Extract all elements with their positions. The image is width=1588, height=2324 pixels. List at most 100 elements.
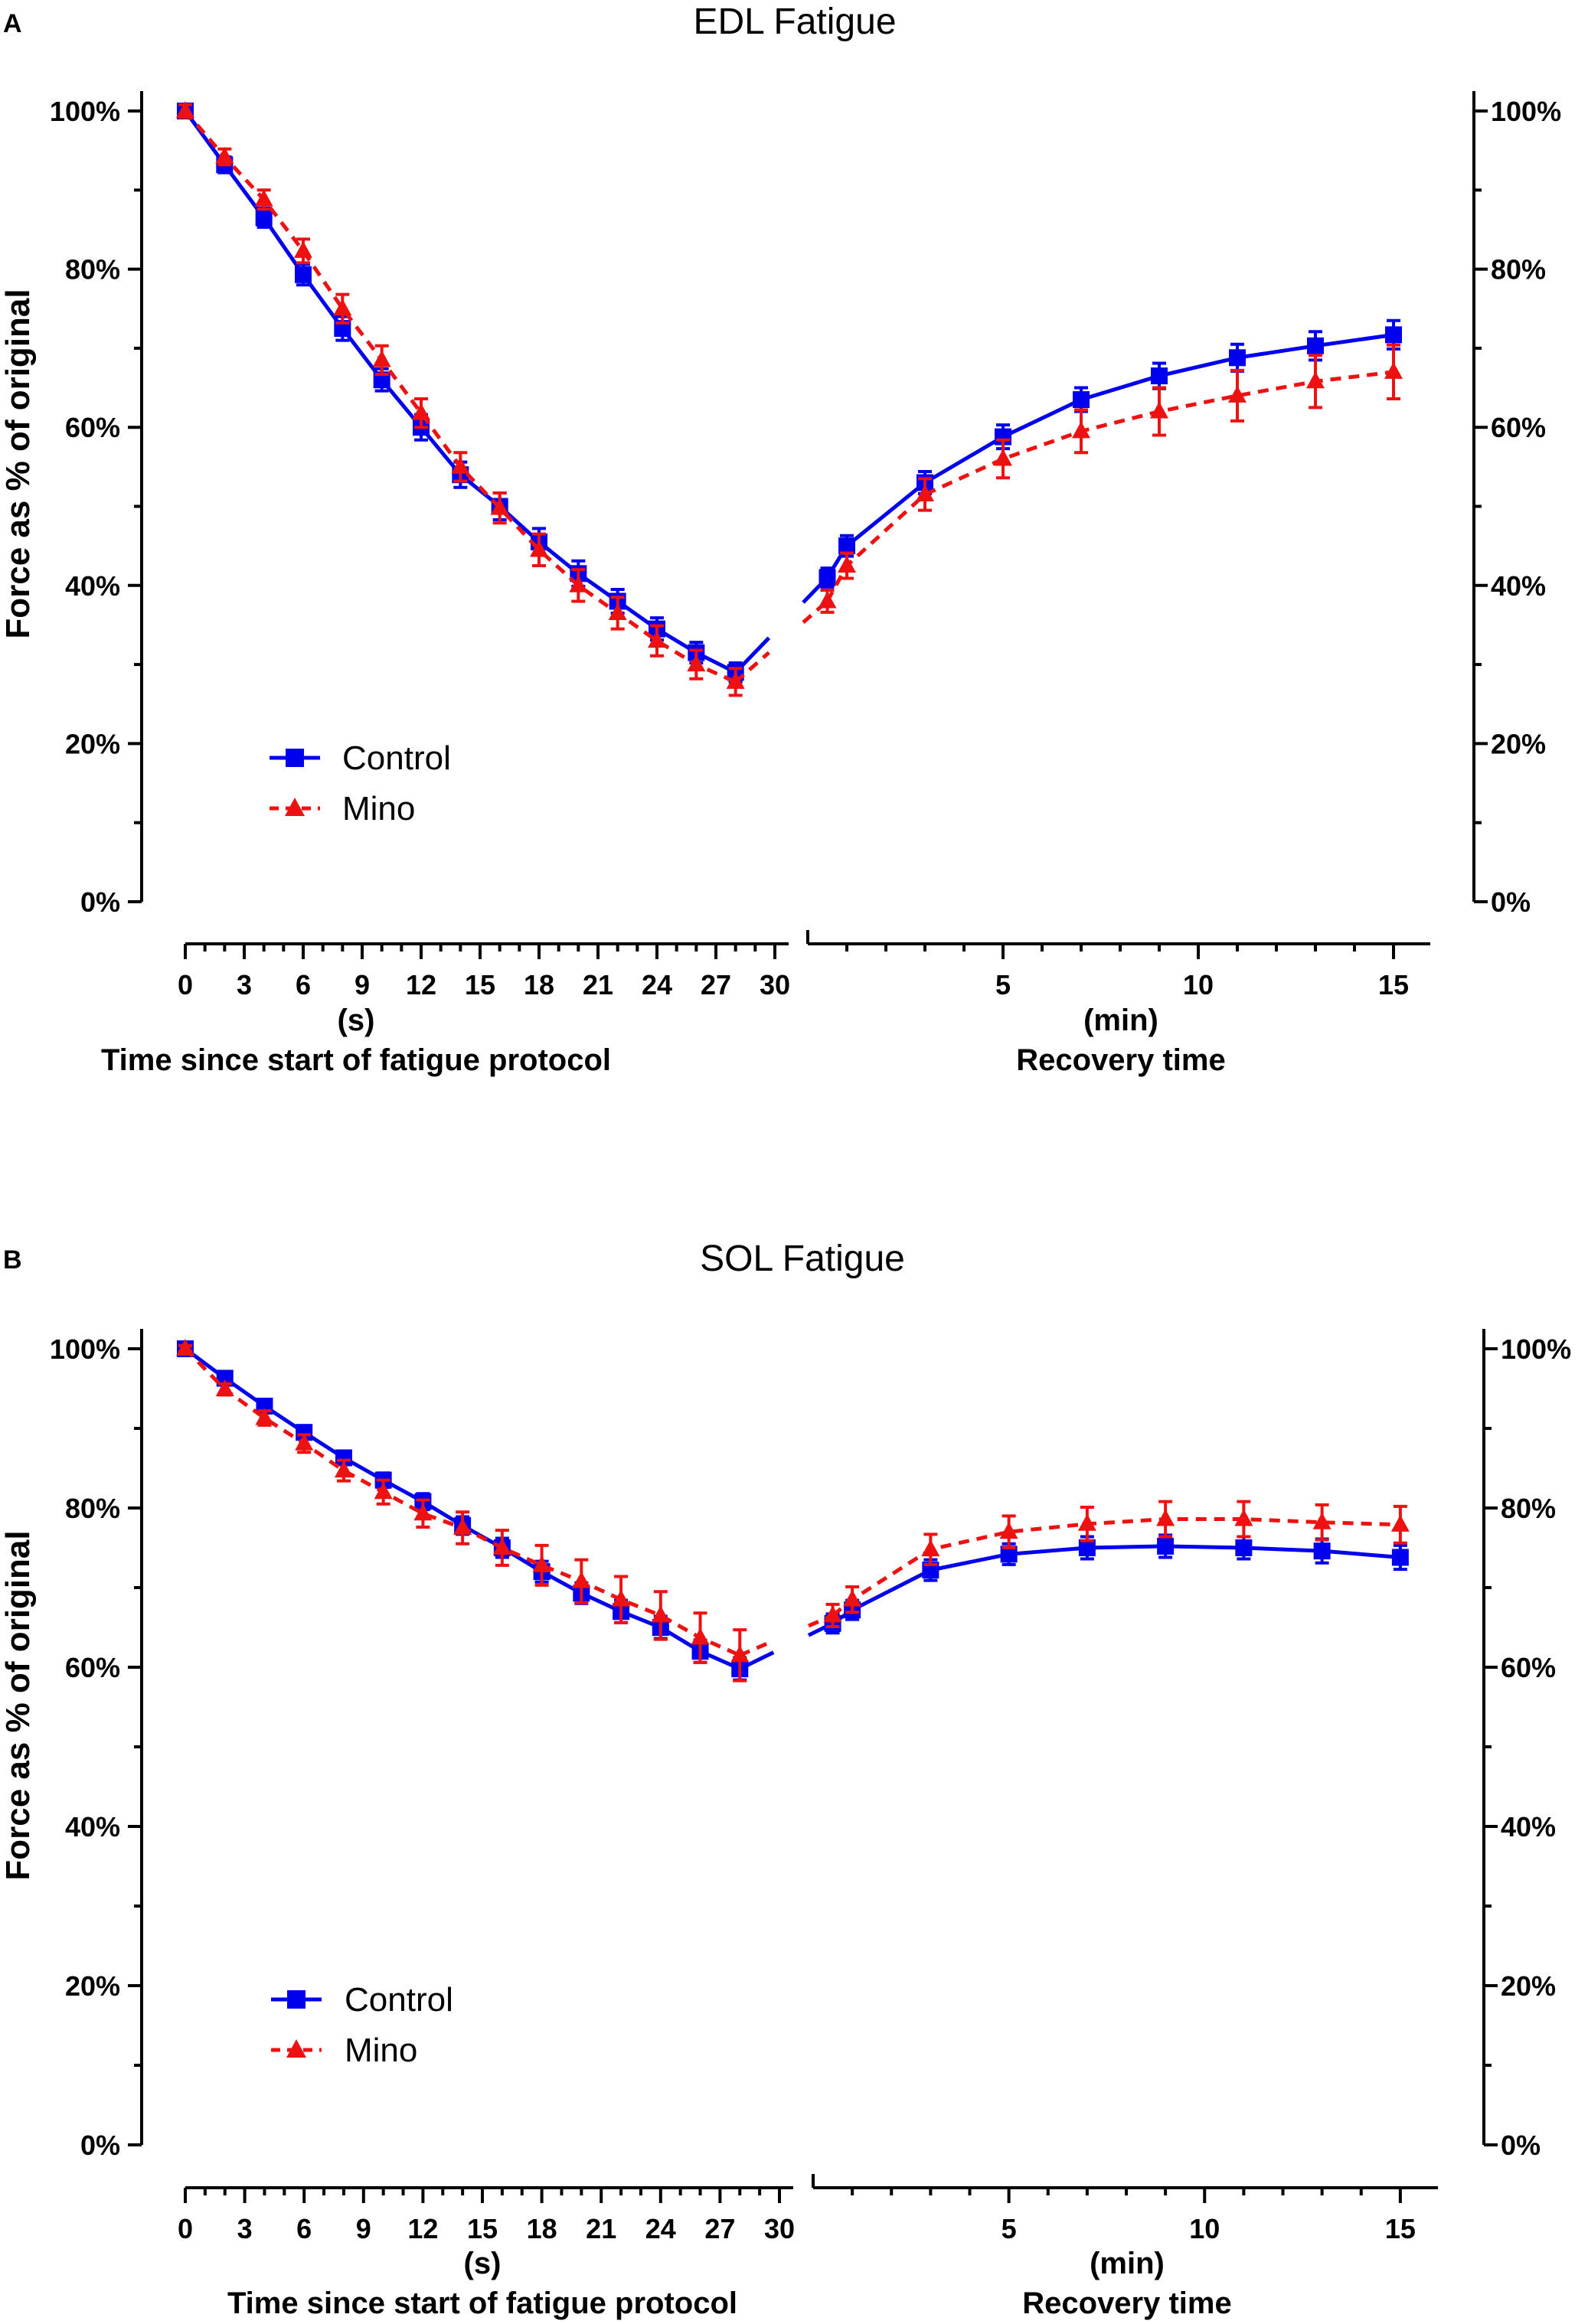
mino-data-point-fatigue bbox=[333, 299, 352, 316]
mino-data-point-fatigue bbox=[492, 1538, 511, 1555]
mino-data-point-fatigue bbox=[687, 654, 706, 672]
panel-b: B SOL Fatigue Force as % of original 0% 2… bbox=[0, 1239, 1571, 2320]
fatigue-axis-label: Time since start of fatigue protocol bbox=[101, 1043, 611, 1077]
mino-data-point-fatigue bbox=[612, 1589, 631, 1607]
mino-data-point-recovery bbox=[1077, 1513, 1096, 1531]
legend: Control Mino bbox=[270, 739, 451, 827]
mino-fatigue-line bbox=[184, 109, 737, 684]
series-layer bbox=[176, 101, 1403, 697]
mino-data-point-fatigue bbox=[176, 101, 194, 118]
x-tick-label-fatigue: 6 bbox=[296, 969, 311, 1000]
control-data-point-recovery bbox=[1313, 1542, 1331, 1560]
y-tick-label-right: 60% bbox=[1501, 1652, 1556, 1683]
legend-control-label: Control bbox=[342, 739, 451, 777]
x-axis-recovery: 5 10 15 bbox=[806, 930, 1430, 1000]
y-tick-label-right: 80% bbox=[1501, 1493, 1556, 1524]
mino-data-point-recovery bbox=[1384, 361, 1403, 379]
mino-data-point-fatigue bbox=[372, 350, 391, 367]
y-tick-label-right: 40% bbox=[1501, 1811, 1556, 1843]
control-data-point-recovery bbox=[1235, 1539, 1253, 1556]
y-tick-label-right: 20% bbox=[1501, 1970, 1556, 2002]
mino-data-point-fatigue bbox=[413, 1503, 433, 1521]
control-data-point-recovery bbox=[1151, 367, 1168, 385]
x-tick-label-recovery: 5 bbox=[1001, 2213, 1017, 2244]
mino-data-point-fatigue bbox=[530, 540, 548, 557]
y-tick-label-left: 20% bbox=[65, 1970, 120, 2002]
fatigue-unit-label: (s) bbox=[464, 2247, 502, 2280]
mino-data-point-recovery bbox=[838, 555, 856, 573]
control-data-point-recovery bbox=[819, 569, 836, 586]
mino-data-point-fatigue bbox=[532, 1555, 551, 1572]
control-data-point-fatigue bbox=[335, 1449, 352, 1467]
mino-data-point-fatigue bbox=[215, 1379, 234, 1397]
mino-gap-connector bbox=[739, 1639, 775, 1657]
x-tick-label-fatigue: 18 bbox=[527, 2213, 557, 2244]
mino-data-point-fatigue bbox=[215, 146, 234, 164]
x-tick-label-fatigue: 0 bbox=[178, 2213, 193, 2244]
mino-data-point-fatigue bbox=[374, 1482, 393, 1500]
x-tick-label-fatigue: 9 bbox=[356, 2213, 371, 2244]
mino-data-point-recovery bbox=[818, 591, 837, 609]
mino-recovery-line bbox=[831, 1517, 1400, 1617]
control-data-point-recovery bbox=[1000, 1546, 1018, 1563]
chart-title: EDL Fatigue bbox=[693, 2, 896, 42]
x-tick-label-fatigue: 24 bbox=[642, 969, 672, 1000]
mino-data-point-fatigue bbox=[651, 1605, 670, 1623]
mino-data-point-recovery bbox=[921, 1539, 940, 1557]
mino-data-point-recovery bbox=[1156, 1509, 1175, 1526]
mino-data-point-fatigue bbox=[254, 189, 273, 207]
x-tick-label-fatigue: 15 bbox=[467, 2213, 498, 2244]
y-tick-label-right: 80% bbox=[1491, 254, 1546, 286]
x-tick-label-fatigue: 3 bbox=[237, 969, 252, 1000]
y-axis-right: 0% 20% 40% 60% 80% 100% bbox=[1472, 91, 1561, 918]
mino-data-point-fatigue bbox=[569, 575, 588, 592]
x-axis-fatigue: 0 3 6 9 12 15 18 21 24 27 30 bbox=[178, 2186, 795, 2244]
mino-data-point-recovery bbox=[1390, 1514, 1410, 1532]
fatigue-axis-label: Time since start of fatigue protocol bbox=[227, 2286, 737, 2320]
mino-data-point-recovery bbox=[999, 1522, 1018, 1539]
x-axis-recovery: 5 10 15 bbox=[812, 2174, 1438, 2244]
x-tick-label-fatigue: 6 bbox=[296, 2213, 312, 2244]
x-tick-label-recovery: 10 bbox=[1183, 969, 1214, 1000]
mino-data-point-recovery bbox=[1234, 1509, 1253, 1526]
y-axis-label: Force as % of original bbox=[0, 1530, 37, 1880]
x-tick-label-recovery: 15 bbox=[1385, 2213, 1416, 2244]
x-tick-label-fatigue: 15 bbox=[465, 969, 495, 1000]
y-axis-right: 0% 20% 40% 60% 80% 100% bbox=[1482, 1329, 1571, 2161]
y-axis-left: 0% 20% 40% 60% 80% 100% bbox=[50, 1329, 143, 2161]
mino-data-point-fatigue bbox=[572, 1571, 591, 1588]
recovery-axis-label: Recovery time bbox=[1016, 1043, 1225, 1077]
y-tick-label-left: 60% bbox=[65, 1652, 120, 1683]
mino-data-point-recovery bbox=[843, 1589, 862, 1607]
mino-data-point-fatigue bbox=[412, 403, 430, 420]
recovery-unit-label: (min) bbox=[1090, 2247, 1165, 2280]
mino-data-point-fatigue bbox=[451, 456, 470, 474]
x-axis-fatigue: 0 3 6 9 12 15 18 21 24 27 30 bbox=[178, 942, 790, 1000]
fatigue-unit-label: (s) bbox=[338, 1004, 375, 1037]
control-data-point-recovery bbox=[1073, 391, 1090, 409]
y-tick-label-left: 100% bbox=[50, 96, 120, 127]
legend-control-label: Control bbox=[345, 1981, 453, 2019]
y-tick-label-left: 60% bbox=[65, 412, 120, 443]
y-tick-label-left: 40% bbox=[65, 570, 120, 602]
control-data-point-recovery bbox=[838, 537, 855, 555]
mino-fatigue-line bbox=[184, 1347, 741, 1657]
mino-data-point-fatigue bbox=[453, 1518, 472, 1535]
panel-letter: A bbox=[3, 9, 22, 38]
recovery-unit-label: (min) bbox=[1083, 1004, 1158, 1037]
mino-data-point-recovery bbox=[823, 1605, 842, 1623]
control-data-point-recovery bbox=[1391, 1549, 1409, 1566]
y-tick-label-right: 100% bbox=[1501, 1333, 1571, 1365]
y-tick-label-left: 80% bbox=[65, 1493, 120, 1524]
panel-letter: B bbox=[3, 1245, 22, 1275]
control-data-point-recovery bbox=[1157, 1537, 1175, 1555]
chart-title: SOL Fatigue bbox=[700, 1239, 905, 1279]
y-tick-label-left: 80% bbox=[65, 254, 120, 286]
control-data-point-recovery bbox=[1229, 349, 1246, 367]
x-tick-label-fatigue: 0 bbox=[178, 969, 193, 1000]
y-tick-label-right: 60% bbox=[1491, 412, 1546, 443]
mino-data-point-fatigue bbox=[490, 498, 509, 515]
y-axis-label: Force as % of original bbox=[0, 289, 37, 638]
y-tick-label-left: 20% bbox=[65, 728, 120, 759]
